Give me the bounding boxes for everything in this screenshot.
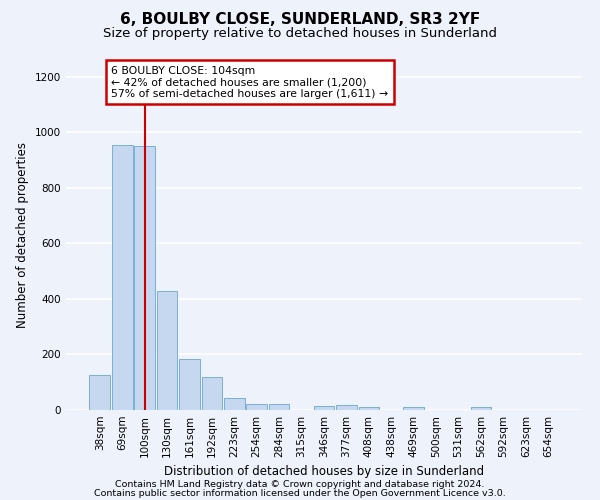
Text: Contains public sector information licensed under the Open Government Licence v3: Contains public sector information licen… (94, 488, 506, 498)
Bar (247, 404, 267, 410)
Text: 6, BOULBY CLOSE, SUNDERLAND, SR3 2YF: 6, BOULBY CLOSE, SUNDERLAND, SR3 2YF (120, 12, 480, 28)
Bar (336, 405, 357, 410)
X-axis label: Distribution of detached houses by size in Sunderland: Distribution of detached houses by size … (164, 466, 484, 478)
Bar (314, 406, 334, 410)
Bar (157, 291, 178, 410)
Text: Size of property relative to detached houses in Sunderland: Size of property relative to detached ho… (103, 28, 497, 40)
Bar (179, 359, 200, 410)
Bar (470, 407, 491, 410)
Bar (202, 376, 222, 410)
Bar (134, 146, 155, 410)
Text: Contains HM Land Registry data © Crown copyright and database right 2024.: Contains HM Land Registry data © Crown c… (115, 480, 485, 489)
Bar (112, 144, 133, 410)
Bar (269, 404, 289, 410)
Bar (403, 407, 424, 410)
Text: 6 BOULBY CLOSE: 104sqm
← 42% of detached houses are smaller (1,200)
57% of semi-: 6 BOULBY CLOSE: 104sqm ← 42% of detached… (111, 66, 388, 99)
Bar (359, 406, 379, 410)
Y-axis label: Number of detached properties: Number of detached properties (16, 142, 29, 328)
Bar (224, 398, 245, 410)
Bar (89, 376, 110, 410)
